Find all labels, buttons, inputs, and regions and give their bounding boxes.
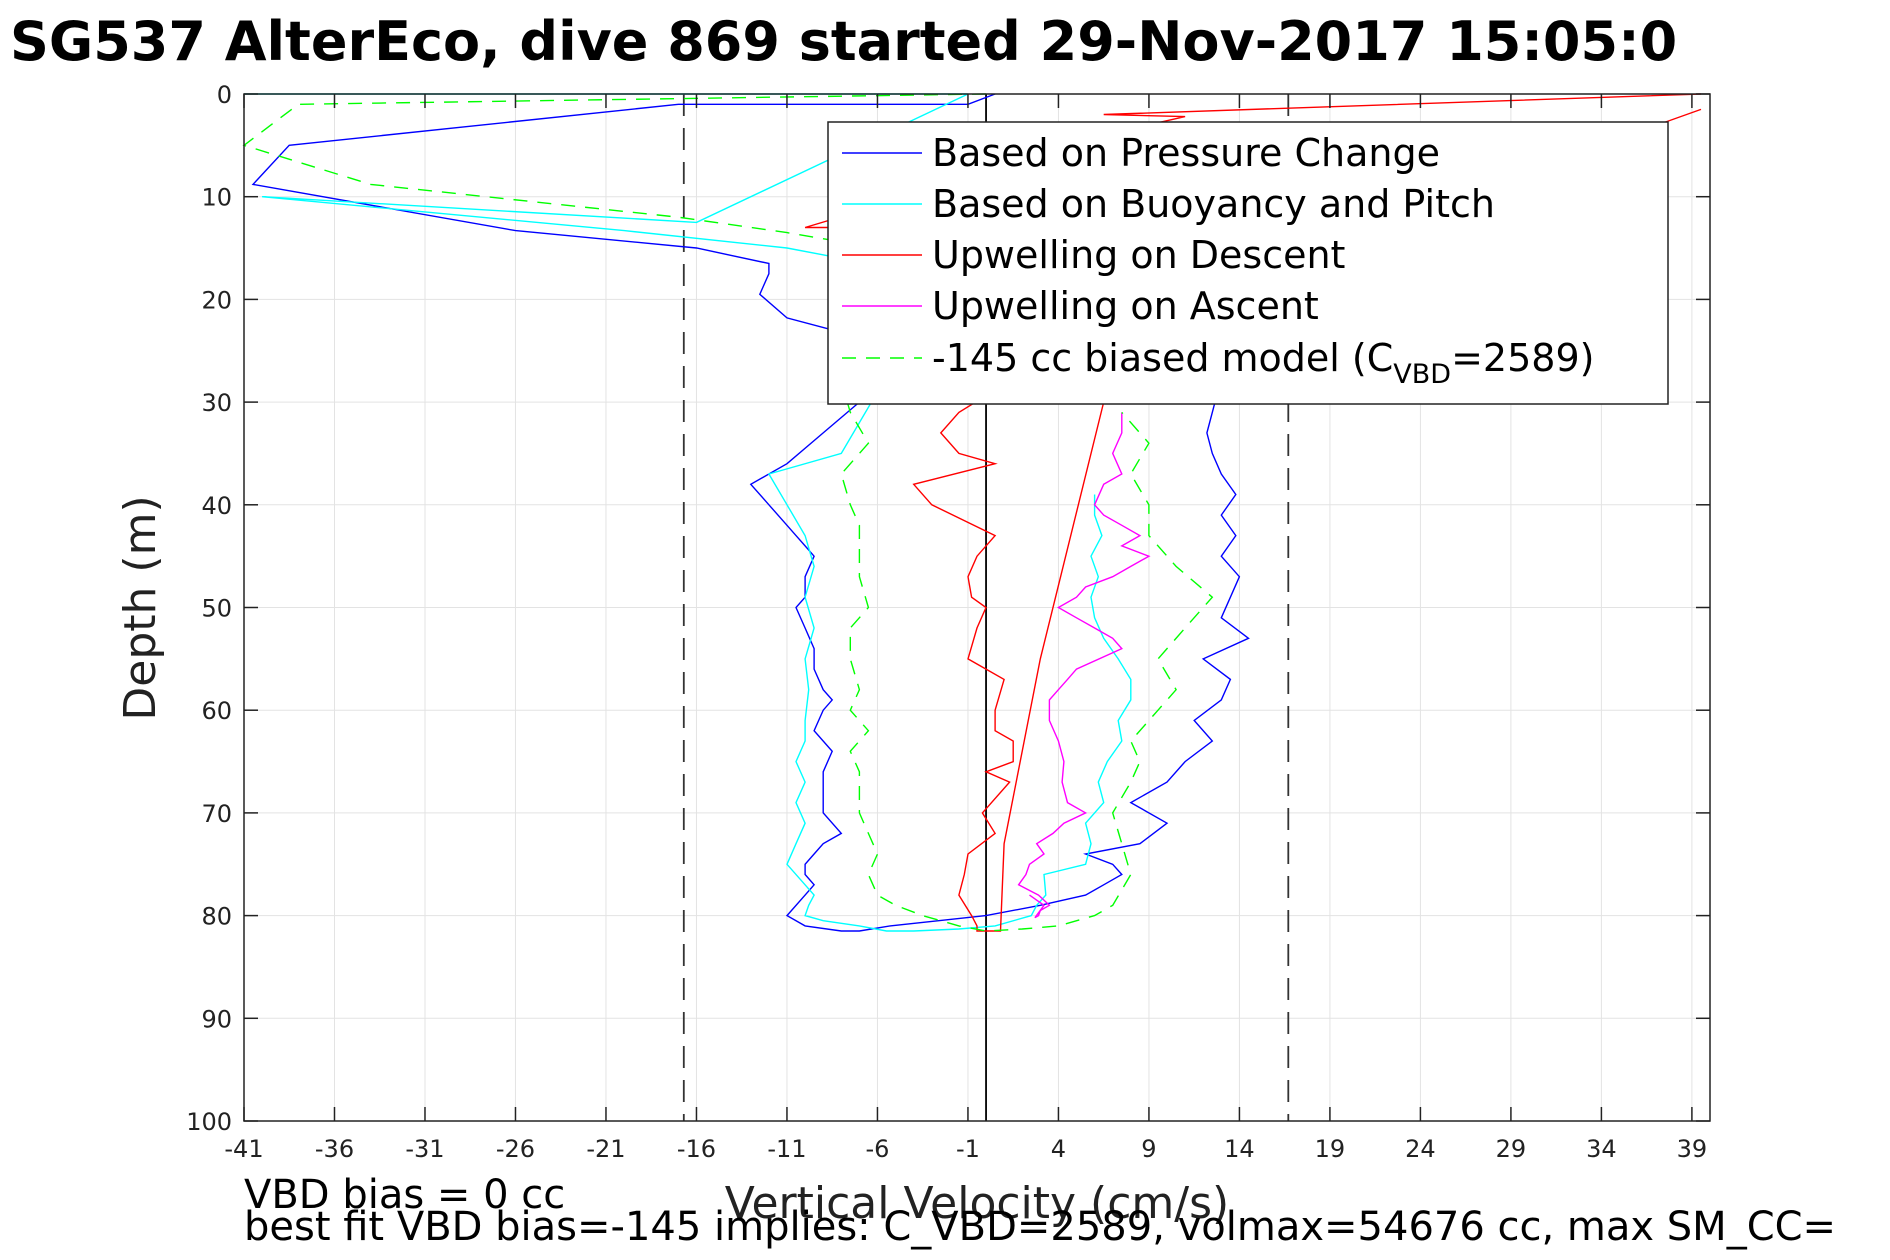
x-tick-label-8: -1	[956, 1135, 980, 1163]
legend: Based on Pressure Change Based on Buoyanc…	[827, 121, 1669, 405]
series-line-3	[1017, 412, 1151, 919]
series-line-1	[244, 93, 1132, 932]
x-tick-label-11: 14	[1224, 1135, 1255, 1163]
y-tick-label-6: 60	[201, 697, 232, 725]
y-tick-label-4: 40	[201, 492, 232, 520]
legend-label-2: Upwelling on Descent	[932, 233, 1345, 277]
legend-box	[827, 121, 1669, 405]
x-tick-label-16: 39	[1677, 1135, 1708, 1163]
y-tick-label-9: 90	[201, 1005, 232, 1033]
x-axis-ticks: -41 -36 -31 -26 -21 -16 -11 -6 -1 4 9 14 19 24 29 34 39	[224, 94, 1707, 1163]
x-tick-label-14: 29	[1496, 1135, 1527, 1163]
legend-label-1: Based on Buoyancy and Pitch	[932, 182, 1495, 226]
y-tick-label-10: 100	[186, 1108, 232, 1136]
x-tick-label-0: -41	[224, 1135, 263, 1163]
x-tick-label-2: -31	[405, 1135, 444, 1163]
x-tick-label-9: 4	[1051, 1135, 1066, 1163]
x-tick-label-1: -36	[315, 1135, 354, 1163]
annotation-vbd-bias: VBD bias = 0 cc	[244, 1172, 565, 1218]
x-tick-label-12: 19	[1315, 1135, 1346, 1163]
y-axis-ticks: 0 10 20 30 40 50 60 70 80 90 100	[186, 81, 1710, 1136]
x-tick-label-4: -21	[586, 1135, 625, 1163]
y-tick-label-8: 80	[201, 903, 232, 931]
legend-label-0: Based on Pressure Change	[932, 131, 1440, 175]
y-tick-label-3: 30	[201, 389, 232, 417]
x-tick-label-10: 9	[1141, 1135, 1156, 1163]
annotation-best-fit: best fit VBD bias=-145 implies: C_VBD=25…	[244, 1204, 1836, 1250]
y-tick-label-5: 50	[201, 595, 232, 623]
chart-title: SG537 AlterEco, dive 869 started 29-Nov-…	[10, 10, 1677, 73]
y-tick-label-2: 20	[201, 286, 232, 314]
x-tick-label-3: -26	[496, 1135, 535, 1163]
legend-label-4: -145 cc biased model (CVBD=2589)	[932, 336, 1594, 390]
x-tick-label-6: -11	[767, 1135, 806, 1163]
legend-label-3: Upwelling on Ascent	[932, 284, 1319, 328]
y-tick-label-1: 10	[201, 184, 232, 212]
x-tick-label-13: 24	[1405, 1135, 1436, 1163]
y-tick-label-7: 70	[201, 800, 232, 828]
y-tick-label-0: 0	[217, 81, 232, 109]
x-tick-label-7: -6	[865, 1135, 889, 1163]
y-axis-label: Depth (m)	[115, 495, 166, 720]
x-tick-label-5: -16	[677, 1135, 716, 1163]
x-tick-label-15: 34	[1586, 1135, 1617, 1163]
x-axis-label: Vertical Velocity (cm/s)	[725, 1178, 1229, 1229]
